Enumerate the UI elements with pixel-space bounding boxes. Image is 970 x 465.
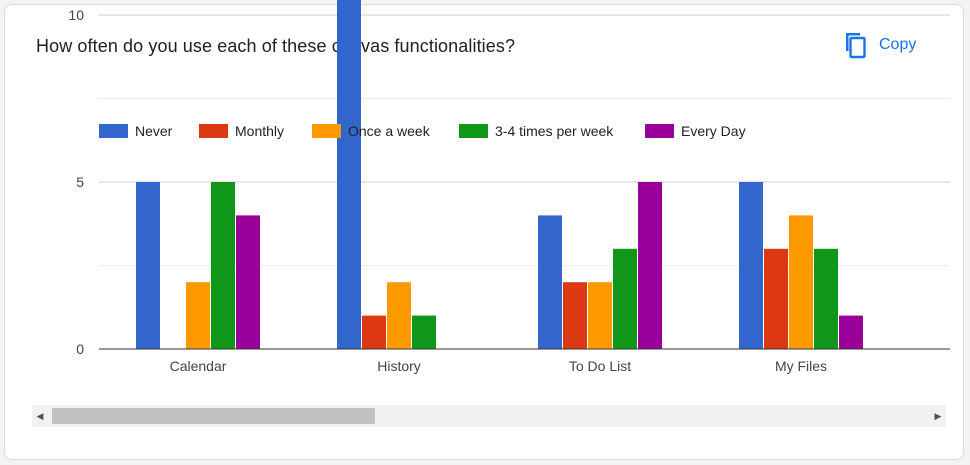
legend-label: Every Day: [681, 123, 746, 139]
bar-3-4-times-per-week-calendar[interactable]: [211, 182, 235, 349]
bar-never-to-do-list[interactable]: [538, 215, 562, 349]
bar-every-day-to-do-list[interactable]: [638, 182, 662, 349]
copy-icon: [846, 33, 866, 59]
bar-monthly-my-files[interactable]: [764, 248, 788, 349]
legend: Never Monthly Once a week 3-4 times per wee…: [99, 123, 746, 139]
bar-once-a-week-calendar[interactable]: [186, 282, 210, 349]
legend-item[interactable]: 3-4 times per week: [459, 123, 614, 139]
copy-button[interactable]: Copy: [841, 25, 941, 65]
scroll-right-arrow-icon[interactable]: ▶: [934, 410, 942, 421]
bar-every-day-calendar[interactable]: [236, 215, 260, 349]
legend-swatch: [312, 124, 341, 138]
legend-swatch: [99, 124, 128, 138]
bar-once-a-week-history[interactable]: [387, 282, 411, 349]
bars: [136, 0, 863, 349]
x-tick-label: History: [377, 358, 421, 374]
bar-once-a-week-my-files[interactable]: [789, 215, 813, 349]
legend-label: Once a week: [348, 123, 431, 139]
legend-label: 3-4 times per week: [495, 123, 614, 139]
bar-3-4-times-per-week-to-do-list[interactable]: [613, 248, 637, 349]
bar-never-calendar[interactable]: [136, 182, 160, 349]
bar-never-my-files[interactable]: [739, 182, 763, 349]
legend-swatch: [199, 124, 228, 138]
y-tick-label: 5: [76, 174, 84, 190]
x-tick-label: My Files: [775, 358, 827, 374]
bar-never-history[interactable]: [337, 0, 361, 349]
bar-monthly-to-do-list[interactable]: [563, 282, 587, 349]
bar-monthly-history[interactable]: [362, 315, 386, 349]
bar-3-4-times-per-week-my-files[interactable]: [814, 248, 838, 349]
legend-swatch: [645, 124, 674, 138]
x-axis-labels: Calendar History To Do List My Files: [170, 358, 827, 374]
x-tick-label: To Do List: [569, 358, 631, 374]
y-axis-ticks: 0 5 10: [68, 7, 84, 357]
legend-item[interactable]: Never: [99, 123, 173, 139]
legend-label: Monthly: [235, 123, 284, 139]
question-title: How often do you use each of these canva…: [36, 36, 516, 56]
bar-every-day-my-files[interactable]: [839, 315, 863, 349]
bar-3-4-times-per-week-history[interactable]: [412, 315, 436, 349]
y-tick-label: 0: [76, 341, 84, 357]
y-tick-label: 10: [68, 7, 84, 23]
copy-button-label: Copy: [879, 36, 917, 53]
bar-once-a-week-to-do-list[interactable]: [588, 282, 612, 349]
horizontal-scrollbar[interactable]: ◀ ▶: [32, 405, 946, 427]
scroll-thumb[interactable]: [52, 408, 375, 424]
bar-chart: 0 5 10 Calendar History To Do List My Files N…: [68, 0, 950, 374]
x-tick-label: Calendar: [170, 358, 227, 374]
legend-label: Never: [135, 123, 173, 139]
legend-swatch: [459, 124, 488, 138]
scroll-left-arrow-icon[interactable]: ◀: [36, 410, 44, 421]
legend-item[interactable]: Monthly: [199, 123, 284, 139]
legend-item[interactable]: Once a week: [312, 123, 431, 139]
legend-item[interactable]: Every Day: [645, 123, 746, 139]
